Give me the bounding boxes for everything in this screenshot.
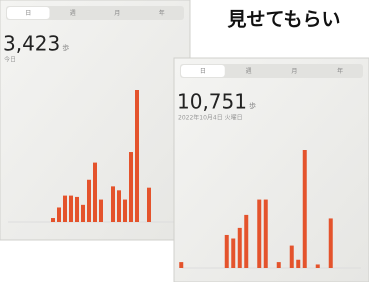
bar xyxy=(57,207,61,222)
bar xyxy=(123,200,127,222)
unit: 歩 xyxy=(62,43,69,52)
bar xyxy=(303,150,307,268)
bar xyxy=(179,262,183,268)
bar xyxy=(329,218,333,268)
tab[interactable]: 日 xyxy=(25,10,31,17)
bar xyxy=(238,228,242,268)
bar xyxy=(231,239,235,269)
bar xyxy=(111,186,115,222)
caption: 見せてもらい xyxy=(227,9,340,31)
bar xyxy=(69,196,73,222)
bar xyxy=(316,264,320,268)
unit: 歩 xyxy=(249,101,256,110)
bar xyxy=(257,200,261,268)
tab[interactable]: 週 xyxy=(246,67,252,75)
bar xyxy=(264,200,268,268)
bar xyxy=(225,235,229,268)
bar xyxy=(99,200,103,222)
tab[interactable]: 週 xyxy=(70,9,76,17)
bar xyxy=(75,197,79,222)
bar xyxy=(117,190,121,222)
bar xyxy=(81,205,85,222)
bar xyxy=(87,180,91,222)
bar xyxy=(129,152,133,222)
subtitle: 今日 xyxy=(4,56,16,64)
tab[interactable]: 日 xyxy=(200,68,206,75)
bar xyxy=(63,196,67,222)
bar xyxy=(147,188,151,222)
tab[interactable]: 年 xyxy=(337,67,343,75)
total-steps: 10,751 xyxy=(177,90,247,114)
tab[interactable]: 年 xyxy=(159,9,165,17)
bar xyxy=(135,90,139,222)
screenshot: 見せてもらい 日週月年3,423歩今日日週月年10,751歩2022年10月4日… xyxy=(0,0,369,282)
bar xyxy=(290,246,294,268)
bar xyxy=(277,262,281,268)
tab[interactable]: 月 xyxy=(114,10,120,17)
subtitle: 2022年10月4日 火曜日 xyxy=(178,114,243,122)
bar xyxy=(93,163,97,222)
tab[interactable]: 月 xyxy=(291,68,297,75)
bar xyxy=(51,218,55,222)
bar xyxy=(296,260,300,268)
total-steps: 3,423 xyxy=(3,32,60,56)
bar xyxy=(244,215,248,268)
